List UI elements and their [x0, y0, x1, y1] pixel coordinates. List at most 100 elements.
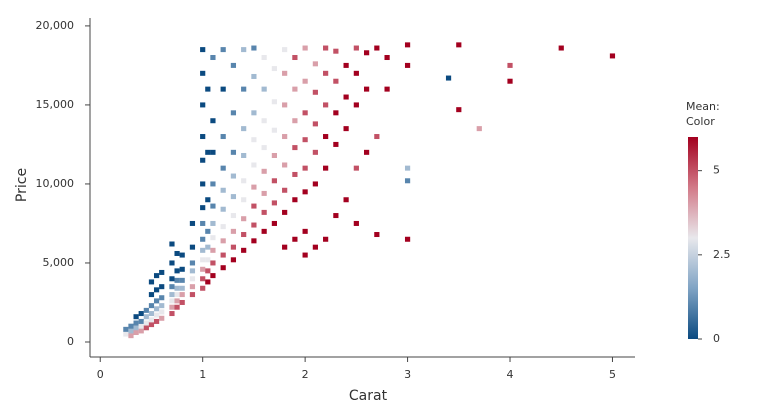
heatmap-cell — [282, 162, 288, 168]
heatmap-cell — [251, 162, 257, 168]
x-tick-label: 5 — [609, 368, 616, 381]
heatmap-cell — [302, 165, 308, 171]
heatmap-cell — [282, 187, 288, 193]
heatmap-cell — [292, 86, 298, 92]
heatmap-cell — [210, 220, 216, 226]
heatmap-cell — [189, 220, 196, 226]
heatmap-cell — [323, 134, 329, 140]
heatmap-cell — [230, 257, 237, 263]
heatmap-cell — [230, 62, 237, 68]
heatmap-cell — [374, 45, 380, 51]
heatmap-cell — [507, 78, 513, 84]
heatmap-cell — [230, 228, 237, 234]
x-tick-label: 0 — [97, 368, 104, 381]
heatmap-cell — [312, 61, 318, 67]
heatmap-cell — [169, 311, 175, 317]
heatmap-cell — [179, 285, 185, 291]
heatmap-cell — [169, 241, 175, 247]
heatmap-cell — [230, 110, 237, 116]
heatmap-cell — [241, 86, 247, 92]
heatmap-cell — [200, 247, 206, 253]
heatmap-cell — [271, 178, 277, 184]
heatmap-cell — [143, 307, 149, 313]
heatmap-cell — [323, 236, 329, 242]
heatmap-cell — [241, 152, 247, 158]
heatmap-cell — [148, 279, 155, 285]
heatmap-cell — [210, 273, 216, 279]
heatmap-cell — [133, 330, 139, 336]
heatmap-cell — [159, 303, 165, 309]
heatmap-cell — [153, 318, 160, 324]
heatmap-cell — [210, 55, 216, 61]
heatmap-cell — [169, 260, 175, 266]
heatmap-cell — [404, 165, 411, 171]
heatmap-cell — [261, 190, 267, 196]
y-tick-label: 5,000 — [43, 256, 75, 269]
heatmap-cell — [241, 178, 247, 184]
heatmap-cell — [404, 236, 411, 242]
heatmap-cell — [353, 220, 359, 226]
heatmap-cell — [200, 285, 206, 291]
heatmap-cell — [302, 78, 308, 84]
heatmap-cell — [174, 292, 180, 298]
heatmap-cell — [174, 285, 180, 291]
heatmap-cell — [210, 203, 216, 209]
heatmap-cell — [261, 228, 267, 234]
heatmap-cell — [302, 137, 308, 143]
heatmap-cell — [230, 194, 237, 200]
heatmap-cell — [292, 145, 298, 151]
x-tick-label: 4 — [507, 368, 514, 381]
heatmap-cell — [312, 121, 318, 127]
heatmap-cell — [133, 325, 139, 331]
colorbar-tick-label: 5 — [713, 164, 720, 177]
heatmap-cell — [476, 126, 482, 132]
heatmap-cell — [333, 78, 339, 84]
heatmap-cell — [220, 165, 226, 171]
heatmap-cell — [333, 48, 339, 54]
colorbar — [688, 137, 698, 339]
heatmap-cell — [210, 260, 216, 266]
x-tick-label: 1 — [199, 368, 206, 381]
heatmap-cell — [323, 45, 329, 51]
heatmap-cell — [200, 236, 206, 242]
heatmap-cell — [445, 75, 452, 81]
heatmap-cell — [169, 284, 175, 290]
heatmap-cell — [353, 165, 359, 171]
heatmap-cell — [230, 244, 237, 250]
heatmap-cell — [220, 238, 226, 244]
heatmap-cell — [189, 276, 196, 282]
heatmap-cell — [133, 314, 139, 320]
heatmap-cell — [292, 236, 298, 242]
heatmap-cell — [374, 134, 380, 140]
heatmap-cell — [220, 224, 226, 230]
heatmap-cell — [251, 238, 257, 244]
colorbar-tick-label: 2.5 — [713, 248, 731, 261]
heatmap-cell — [159, 284, 165, 290]
heatmap-cell — [271, 66, 277, 72]
heatmap-cell — [210, 247, 216, 253]
heatmap-cell — [189, 268, 196, 274]
heatmap-cell — [404, 178, 411, 184]
colorbar-tick-label: 0 — [713, 332, 720, 345]
heatmap-cell — [241, 232, 247, 238]
heatmap-cell — [302, 45, 308, 51]
heatmap-cell — [251, 110, 257, 116]
heatmap-cell — [292, 171, 298, 177]
heatmap-cell — [123, 326, 129, 332]
heatmap-cell — [138, 328, 144, 334]
heatmap-cell — [189, 292, 196, 298]
heatmap-cell — [323, 70, 329, 76]
heatmap-cell — [302, 228, 308, 234]
heatmap-cell — [261, 86, 267, 92]
heatmap-cell — [174, 268, 180, 274]
heatmap-cell — [271, 127, 277, 133]
heatmap-cell — [205, 228, 211, 234]
heatmap-cell — [205, 268, 211, 274]
heatmap-cell — [374, 232, 380, 238]
heatmap-cell — [343, 126, 349, 132]
heatmap-cell — [323, 165, 329, 171]
heatmap-cell — [302, 189, 308, 195]
heatmap-cell — [159, 315, 165, 321]
x-axis-title: Carat — [349, 388, 388, 404]
